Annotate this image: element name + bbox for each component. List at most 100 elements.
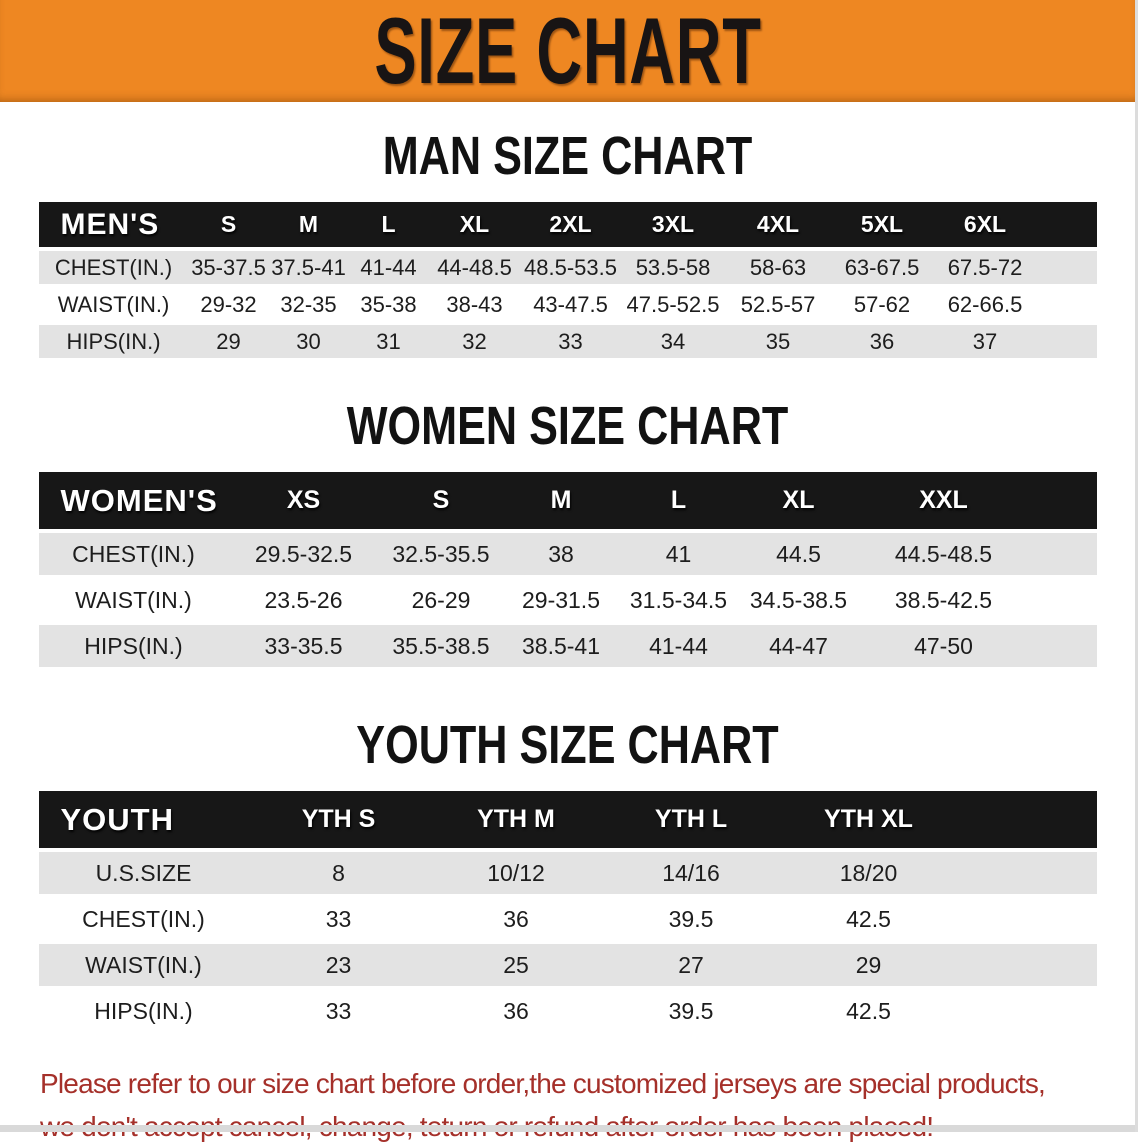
value-cell: 29-31.5 xyxy=(503,579,619,621)
value-cell: 35.5-38.5 xyxy=(378,625,504,667)
value-cell: 26-29 xyxy=(378,579,504,621)
value-cell: 31 xyxy=(348,325,429,358)
value-cell: 14/16 xyxy=(603,852,779,894)
column-header-cell: XL xyxy=(428,202,521,247)
value-cell: 38.5-41 xyxy=(503,625,619,667)
row-spacer-cell xyxy=(1028,625,1097,667)
row-label-cell: CHEST(IN.) xyxy=(38,898,249,940)
measurement-row: HIPS(IN.) 33 36 39.5 42.5 xyxy=(38,990,1097,1032)
value-cell: 44.5 xyxy=(738,533,859,575)
row-spacer-cell xyxy=(1036,251,1097,284)
column-header-cell: XXL xyxy=(858,472,1029,529)
value-cell: 30 xyxy=(268,325,349,358)
value-cell: 35-37.5 xyxy=(188,251,269,284)
column-header-cell: 4XL xyxy=(725,202,831,247)
value-cell: 36 xyxy=(428,990,604,1032)
value-cell: 41-44 xyxy=(618,625,739,667)
column-header-cell: 6XL xyxy=(933,202,1037,247)
column-header-cell: YTH XL xyxy=(778,791,959,848)
column-header-cell: M xyxy=(503,472,619,529)
value-cell: 33-35.5 xyxy=(228,625,379,667)
value-cell: 29.5-32.5 xyxy=(228,533,379,575)
value-cell: 67.5-72 xyxy=(933,251,1037,284)
column-header-cell: L xyxy=(348,202,429,247)
value-cell: 33 xyxy=(520,325,621,358)
table-title-cell: WOMEN'S xyxy=(38,472,229,529)
column-header-cell: YTH L xyxy=(603,791,779,848)
header-spacer-cell xyxy=(1036,202,1097,247)
row-label-cell: HIPS(IN.) xyxy=(38,325,189,358)
measurement-row: CHEST(IN.) 35-37.5 37.5-41 41-44 44-48.5 48.5… xyxy=(38,251,1097,284)
table-header-row: WOMEN'S XS S M L XL XXL xyxy=(38,472,1097,529)
women-size-chart-heading: WOMEN SIZE CHART xyxy=(346,396,789,456)
value-cell: 42.5 xyxy=(778,898,959,940)
row-spacer-cell xyxy=(1036,288,1097,321)
value-cell: 36 xyxy=(830,325,934,358)
value-cell: 38.5-42.5 xyxy=(858,579,1029,621)
value-cell: 62-66.5 xyxy=(933,288,1037,321)
youth-size-chart-heading: YOUTH SIZE CHART xyxy=(356,715,779,775)
women-size-table: WOMEN'S XS S M L XL XXL CHEST(IN.) 29.5-32.5 32.5… xyxy=(38,468,1097,671)
table-header-row: YOUTH YTH S YTH M YTH L YTH XL xyxy=(38,791,1097,848)
column-header-cell: 5XL xyxy=(830,202,934,247)
column-header-cell: L xyxy=(618,472,739,529)
man-size-chart-heading: MAN SIZE CHART xyxy=(382,126,753,186)
value-cell: 33 xyxy=(248,898,429,940)
value-cell: 10/12 xyxy=(428,852,604,894)
row-label-cell: HIPS(IN.) xyxy=(38,625,229,667)
value-cell: 43-47.5 xyxy=(520,288,621,321)
column-header-cell: XS xyxy=(228,472,379,529)
value-cell: 47.5-52.5 xyxy=(620,288,726,321)
measurement-row: U.S.SIZE 8 10/12 14/16 18/20 xyxy=(38,852,1097,894)
table-title-cell: YOUTH xyxy=(38,791,249,848)
value-cell: 33 xyxy=(248,990,429,1032)
value-cell: 34.5-38.5 xyxy=(738,579,859,621)
value-cell: 38-43 xyxy=(428,288,521,321)
page-title: SIZE CHART xyxy=(373,0,762,103)
row-spacer-cell xyxy=(1036,325,1097,358)
value-cell: 47-50 xyxy=(858,625,1029,667)
value-cell: 32-35 xyxy=(268,288,349,321)
disclaimer-text: Please refer to our size chart before or… xyxy=(40,1062,1135,1148)
measurement-row: HIPS(IN.) 29 30 31 32 33 34 35 36 37 xyxy=(38,325,1097,358)
value-cell: 41-44 xyxy=(348,251,429,284)
measurement-row: WAIST(IN.) 23 25 27 29 xyxy=(38,944,1097,986)
row-label-cell: CHEST(IN.) xyxy=(38,533,229,575)
value-cell: 23 xyxy=(248,944,429,986)
column-header-cell: S xyxy=(188,202,269,247)
value-cell: 32.5-35.5 xyxy=(378,533,504,575)
value-cell: 29 xyxy=(188,325,269,358)
row-label-cell: CHEST(IN.) xyxy=(38,251,189,284)
youth-size-table: YOUTH YTH S YTH M YTH L YTH XL U.S.SIZE 8 10/12… xyxy=(38,787,1097,1036)
column-header-cell: YTH S xyxy=(248,791,429,848)
value-cell: 58-63 xyxy=(725,251,831,284)
value-cell: 41 xyxy=(618,533,739,575)
value-cell: 48.5-53.5 xyxy=(520,251,621,284)
value-cell: 32 xyxy=(428,325,521,358)
measurement-row: WAIST(IN.) 29-32 32-35 35-38 38-43 43-47.5 47.… xyxy=(38,288,1097,321)
row-spacer-cell xyxy=(958,898,1097,940)
value-cell: 27 xyxy=(603,944,779,986)
value-cell: 44-48.5 xyxy=(428,251,521,284)
bottom-edge-strip xyxy=(0,1125,1135,1132)
value-cell: 39.5 xyxy=(603,990,779,1032)
value-cell: 29 xyxy=(778,944,959,986)
size-chart-banner: SIZE CHART xyxy=(0,0,1135,102)
table-title-cell: MEN'S xyxy=(38,202,189,247)
row-spacer-cell xyxy=(958,990,1097,1032)
row-label-cell: HIPS(IN.) xyxy=(38,990,249,1032)
value-cell: 42.5 xyxy=(778,990,959,1032)
value-cell: 29-32 xyxy=(188,288,269,321)
measurement-row: CHEST(IN.) 33 36 39.5 42.5 xyxy=(38,898,1097,940)
value-cell: 23.5-26 xyxy=(228,579,379,621)
row-label-cell: U.S.SIZE xyxy=(38,852,249,894)
value-cell: 44-47 xyxy=(738,625,859,667)
value-cell: 37 xyxy=(933,325,1037,358)
value-cell: 44.5-48.5 xyxy=(858,533,1029,575)
value-cell: 35-38 xyxy=(348,288,429,321)
row-label-cell: WAIST(IN.) xyxy=(38,288,189,321)
disclaimer-line-1: Please refer to our size chart before or… xyxy=(40,1068,1046,1099)
value-cell: 25 xyxy=(428,944,604,986)
value-cell: 35 xyxy=(725,325,831,358)
